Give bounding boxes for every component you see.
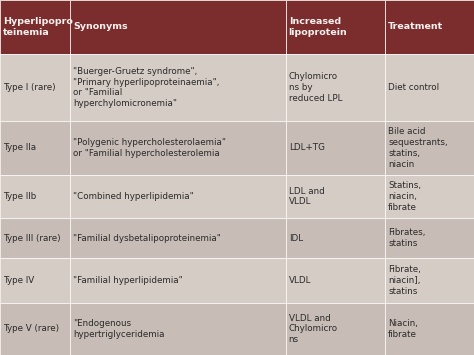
Text: "Buerger-Gruetz syndrome",
"Primary hyperlipoproteinaemia",
or "Familial
hyperch: "Buerger-Gruetz syndrome", "Primary hype… (73, 67, 219, 108)
Text: "Combined hyperlipidemia": "Combined hyperlipidemia" (73, 192, 194, 201)
Bar (70, 175, 286, 218)
Bar (286, 0, 385, 54)
Bar (286, 218, 385, 258)
Text: "Familial dysbetalipoproteinemia": "Familial dysbetalipoproteinemia" (73, 234, 221, 242)
Text: Treatment: Treatment (388, 22, 444, 31)
Text: Bile acid
sequestrants,
statins,
niacin: Bile acid sequestrants, statins, niacin (388, 127, 448, 169)
Text: Hyperlipopro
teinemia: Hyperlipopro teinemia (3, 17, 73, 37)
Text: Statins,
niacin,
fibrate: Statins, niacin, fibrate (388, 181, 421, 212)
Bar (0, 54, 70, 121)
Text: Chylomicro
ns by
reduced LPL: Chylomicro ns by reduced LPL (289, 72, 342, 103)
Bar (286, 175, 385, 218)
Bar (0, 258, 70, 303)
Text: "Polygenic hypercholesterolaemia"
or "Familial hypercholesterolemia: "Polygenic hypercholesterolaemia" or "Fa… (73, 138, 226, 158)
Text: Type III (rare): Type III (rare) (3, 234, 61, 242)
Text: Synonyms: Synonyms (73, 22, 128, 31)
Text: "Endogenous
hypertriglyceridemia: "Endogenous hypertriglyceridemia (73, 319, 164, 339)
Bar (0, 175, 70, 218)
Text: VLDL and
Chylomicro
ns: VLDL and Chylomicro ns (289, 313, 338, 344)
Text: "Familial hyperlipidemia": "Familial hyperlipidemia" (73, 276, 183, 285)
Text: LDL+TG: LDL+TG (289, 143, 325, 152)
Text: Diet control: Diet control (388, 83, 439, 92)
Bar (385, 54, 474, 121)
Bar (385, 121, 474, 175)
Bar (0, 303, 70, 355)
Bar (70, 0, 286, 54)
Bar (0, 121, 70, 175)
Bar (0, 218, 70, 258)
Text: Niacin,
fibrate: Niacin, fibrate (388, 319, 418, 339)
Text: Type I (rare): Type I (rare) (3, 83, 55, 92)
Text: Type V (rare): Type V (rare) (3, 324, 59, 333)
Bar (385, 218, 474, 258)
Text: IDL: IDL (289, 234, 303, 242)
Bar (70, 121, 286, 175)
Bar (286, 303, 385, 355)
Text: Fibrates,
statins: Fibrates, statins (388, 228, 426, 248)
Bar (385, 258, 474, 303)
Text: LDL and
VLDL: LDL and VLDL (289, 186, 324, 206)
Bar (286, 121, 385, 175)
Text: Fibrate,
niacin],
statins: Fibrate, niacin], statins (388, 265, 421, 296)
Text: VLDL: VLDL (289, 276, 311, 285)
Text: Increased
lipoprotein: Increased lipoprotein (289, 17, 347, 37)
Bar (70, 258, 286, 303)
Bar (286, 54, 385, 121)
Bar (385, 0, 474, 54)
Bar (0, 0, 70, 54)
Bar (385, 303, 474, 355)
Text: Type IIa: Type IIa (3, 143, 36, 152)
Bar (286, 258, 385, 303)
Bar (70, 303, 286, 355)
Bar (385, 175, 474, 218)
Bar (70, 218, 286, 258)
Text: Type IIb: Type IIb (3, 192, 36, 201)
Text: Type IV: Type IV (3, 276, 34, 285)
Bar (70, 54, 286, 121)
